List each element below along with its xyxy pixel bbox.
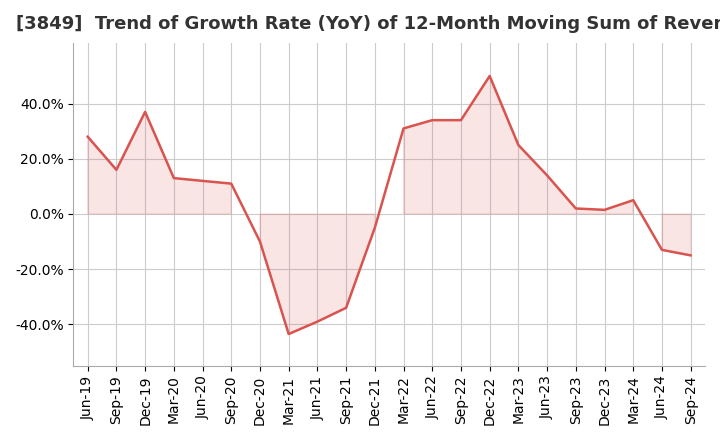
Title: [3849]  Trend of Growth Rate (YoY) of 12-Month Moving Sum of Revenues: [3849] Trend of Growth Rate (YoY) of 12-…: [17, 15, 720, 33]
